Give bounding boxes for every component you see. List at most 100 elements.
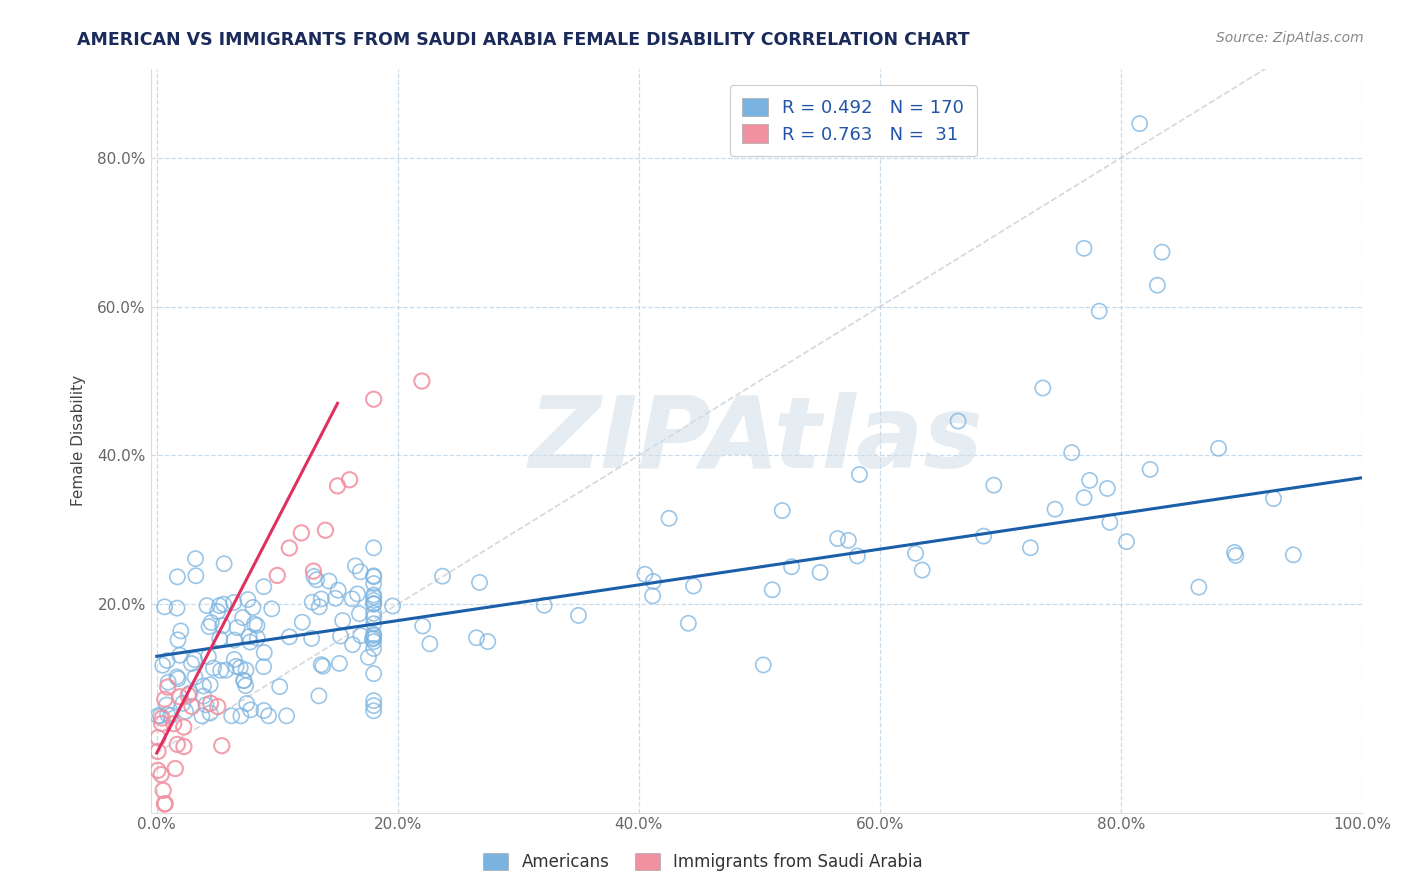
Point (332, 614, 354, 628)
Point (363, 596, 385, 610)
Point (904, 546, 927, 560)
Point (911, 563, 934, 577)
Point (166, 738, 188, 752)
Point (1043, 502, 1066, 516)
Point (194, 698, 217, 712)
Point (468, 575, 491, 590)
Point (363, 629, 385, 643)
Point (363, 627, 385, 641)
Point (166, 601, 188, 615)
Point (183, 652, 205, 666)
Point (477, 634, 499, 648)
Y-axis label: Female Disability: Female Disability (72, 375, 86, 506)
Point (236, 592, 259, 607)
Point (1098, 516, 1121, 530)
Point (172, 697, 194, 711)
Point (827, 532, 849, 546)
Point (152, 783, 174, 797)
Point (314, 523, 336, 537)
Point (165, 762, 187, 776)
Point (269, 680, 291, 694)
Point (1225, 549, 1247, 563)
Point (155, 698, 177, 712)
Point (340, 591, 363, 606)
Point (1188, 580, 1211, 594)
Legend: Americans, Immigrants from Saudi Arabia: Americans, Immigrants from Saudi Arabia (475, 845, 931, 880)
Point (1139, 462, 1161, 476)
Point (184, 551, 207, 566)
Point (1115, 534, 1137, 549)
Point (363, 693, 385, 707)
Point (167, 672, 190, 686)
Point (411, 374, 433, 388)
Point (195, 599, 218, 613)
Point (169, 690, 191, 704)
Point (253, 646, 276, 660)
Point (326, 479, 349, 493)
Point (634, 567, 657, 582)
Point (1223, 545, 1246, 559)
Point (1019, 541, 1042, 555)
Point (200, 696, 222, 710)
Point (350, 629, 373, 643)
Point (224, 633, 246, 648)
Point (302, 569, 325, 583)
Text: AMERICAN VS IMMIGRANTS FROM SAUDI ARABIA FEMALE DISABILITY CORRELATION CHART: AMERICAN VS IMMIGRANTS FROM SAUDI ARABIA… (77, 31, 970, 49)
Point (357, 650, 380, 665)
Point (224, 652, 246, 666)
Text: ZIPAtlas: ZIPAtlas (529, 392, 984, 489)
Point (208, 632, 231, 646)
Point (1263, 491, 1285, 506)
Point (221, 708, 243, 723)
Point (1282, 548, 1305, 562)
Point (212, 597, 235, 611)
Point (837, 533, 859, 548)
Point (309, 592, 332, 607)
Point (174, 704, 197, 718)
Point (328, 583, 350, 598)
Point (173, 739, 195, 754)
Point (180, 699, 202, 714)
Point (682, 579, 704, 593)
Point (180, 657, 202, 671)
Point (973, 529, 995, 543)
Point (238, 630, 260, 644)
Point (1150, 245, 1173, 260)
Point (983, 478, 1005, 492)
Point (150, 711, 173, 725)
Point (363, 610, 385, 624)
Point (246, 631, 269, 645)
Point (156, 680, 179, 694)
Point (678, 616, 700, 631)
Point (643, 574, 665, 589)
Point (533, 599, 555, 613)
Point (301, 632, 323, 646)
Point (318, 574, 340, 588)
Point (363, 590, 385, 604)
Point (363, 597, 385, 611)
Point (349, 565, 371, 579)
Point (946, 414, 969, 428)
Point (266, 568, 288, 582)
Point (1073, 241, 1095, 255)
Point (432, 569, 454, 583)
Point (344, 558, 367, 573)
Point (177, 688, 200, 702)
Point (167, 632, 190, 647)
Point (808, 566, 831, 580)
Point (150, 716, 173, 731)
Point (363, 541, 385, 555)
Point (381, 599, 404, 613)
Point (363, 631, 385, 645)
Point (157, 675, 180, 690)
Point (235, 663, 257, 677)
Point (156, 707, 179, 722)
Point (305, 573, 328, 587)
Point (163, 716, 186, 731)
Point (276, 708, 298, 723)
Point (312, 659, 335, 673)
Point (198, 678, 221, 692)
Point (363, 641, 385, 656)
Point (156, 653, 179, 667)
Point (243, 617, 266, 632)
